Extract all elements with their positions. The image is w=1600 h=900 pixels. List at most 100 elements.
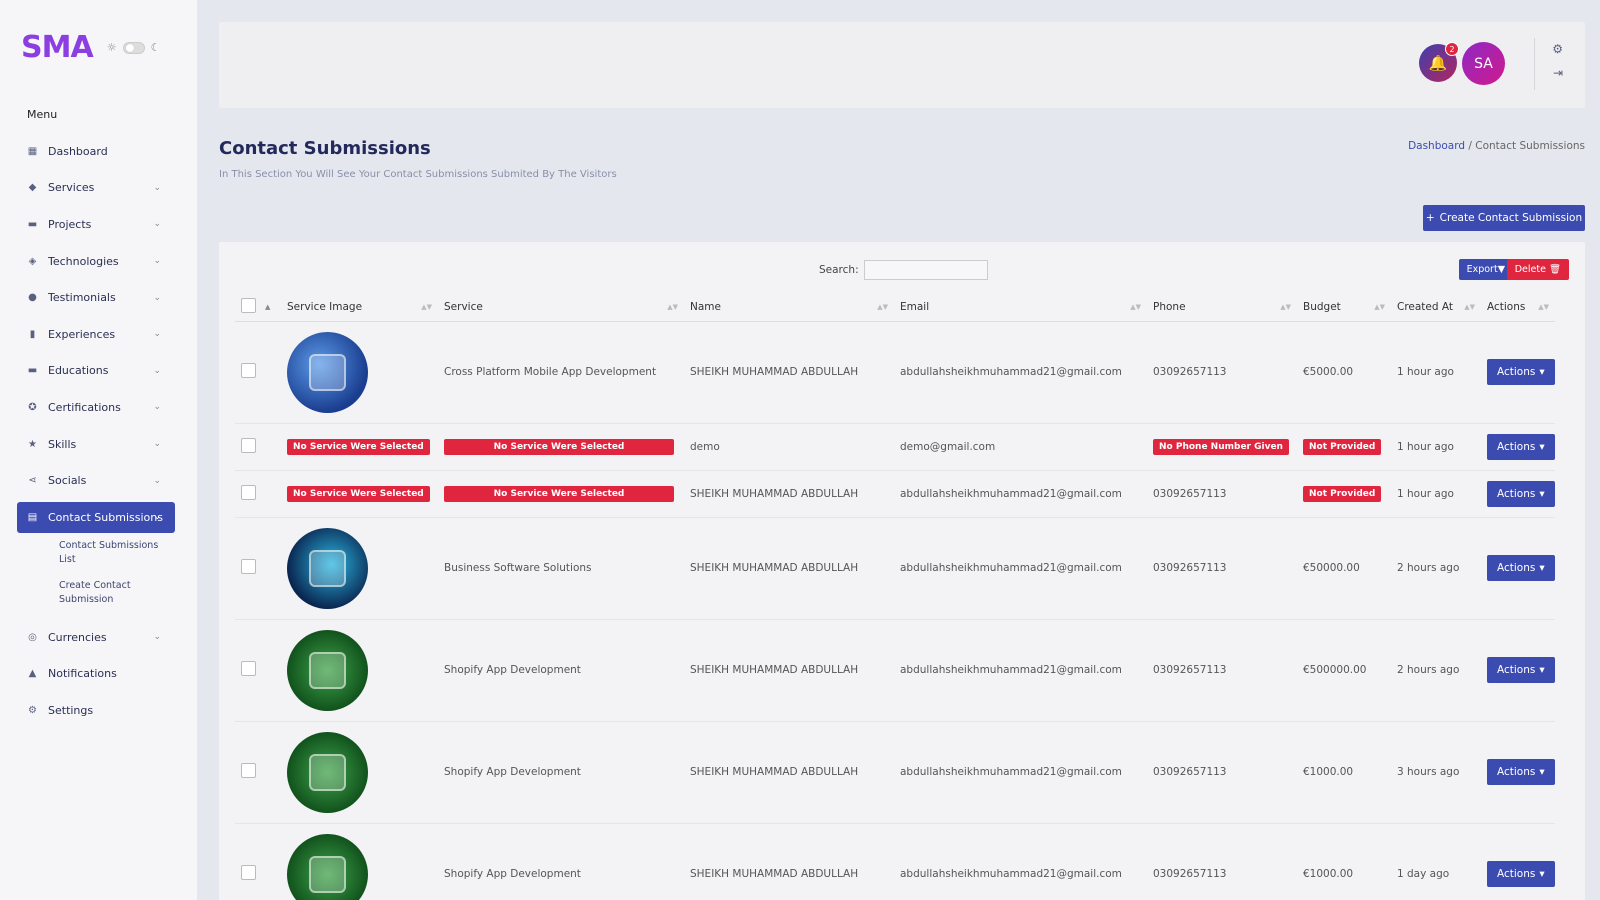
delete-button[interactable]: Delete 🗑 xyxy=(1506,259,1569,280)
column-header-label: Service xyxy=(444,301,483,314)
sidebar-item-experiences[interactable]: ▮ Experiences ⌄ xyxy=(17,316,175,353)
name-cell: SHEIKH MUHAMMAD ABDULLAH xyxy=(684,321,894,424)
column-header-label: Budget xyxy=(1303,301,1341,314)
submitter-name: SHEIKH MUHAMMAD ABDULLAH xyxy=(690,868,859,880)
column-header-phone[interactable]: Phone ▲▼ xyxy=(1147,294,1297,322)
notifications-button[interactable]: 🔔 2 xyxy=(1419,42,1459,82)
caret-down-icon: ▾ xyxy=(1539,868,1545,880)
sidebar-item-label: Certifications xyxy=(48,400,121,414)
sidebar-item-certifications[interactable]: ✪ Certifications ⌄ xyxy=(17,389,175,426)
sidebar-item-contact-submissions[interactable]: ▤ Contact Submissions ⌄ xyxy=(17,501,175,533)
sort-asc-icon: ▲ xyxy=(265,303,271,311)
sidebar-item-technologies[interactable]: ◈ Technologies ⌄ xyxy=(17,243,175,280)
sidebar-item-notifications[interactable]: ▲ Notifications xyxy=(17,656,175,693)
row-checkbox[interactable] xyxy=(241,559,256,574)
email-cell: abdullahsheikhmuhammad21@gmail.com xyxy=(894,321,1147,424)
column-header-name[interactable]: Name ▲▼ xyxy=(684,294,894,322)
sidebar-item-services[interactable]: ◆ Services ⌄ xyxy=(17,170,175,207)
column-header-actions[interactable]: Actions ▲▼ xyxy=(1481,294,1555,322)
create-contact-submission-button[interactable]: + Create Contact Submission xyxy=(1423,205,1585,231)
row-actions-button[interactable]: Actions ▾ xyxy=(1487,555,1555,581)
row-checkbox[interactable] xyxy=(241,865,256,880)
sidebar-item-currencies[interactable]: ◎ Currencies ⌄ xyxy=(17,619,175,656)
service-image-cell: No Service Were Selected xyxy=(281,423,438,471)
export-button[interactable]: Export ▼ xyxy=(1458,259,1513,280)
row-checkbox[interactable] xyxy=(241,763,256,778)
select-all-checkbox[interactable] xyxy=(241,298,256,314)
delete-label: Delete xyxy=(1514,264,1546,275)
settings-gear-icon[interactable]: ⚙ xyxy=(1552,42,1563,56)
row-checkbox[interactable] xyxy=(241,484,256,500)
user-avatar[interactable]: SA xyxy=(1462,42,1505,85)
email-cell: demo@gmail.com xyxy=(894,423,1147,471)
email-cell: abdullahsheikhmuhammad21@gmail.com xyxy=(894,721,1147,824)
inbox-icon: ▤ xyxy=(27,511,38,523)
sidebar-item-skills[interactable]: ★ Skills ⌄ xyxy=(17,426,175,463)
row-actions-button[interactable]: Actions ▾ xyxy=(1487,657,1555,683)
column-header-email[interactable]: Email ▲▼ xyxy=(894,294,1147,322)
sidebar-item-label: Dashboard xyxy=(48,144,108,158)
comment-icon: ● xyxy=(28,292,37,304)
select-all-header: ▲ xyxy=(235,294,281,322)
row-checkbox[interactable] xyxy=(241,661,256,676)
row-actions-button[interactable]: Actions ▾ xyxy=(1487,861,1555,887)
submenu-item-contact-submissions-list[interactable]: Contact Submissions List xyxy=(59,539,159,565)
theme-toggle[interactable] xyxy=(122,41,145,54)
row-checkbox[interactable] xyxy=(241,363,256,378)
row-checkbox[interactable] xyxy=(241,437,256,453)
sidebar-item-testimonials[interactable]: ● Testimonials ⌄ xyxy=(17,279,175,316)
row-actions-button[interactable]: Actions ▾ xyxy=(1487,433,1555,460)
created-at: 1 hour ago xyxy=(1397,366,1454,378)
app-logo[interactable]: SMA xyxy=(21,30,94,65)
created-at: 3 hours ago xyxy=(1397,766,1460,778)
created-at: 1 hour ago xyxy=(1397,487,1454,500)
trash-icon: 🗑 xyxy=(1548,264,1561,275)
submitter-name: SHEIKH MUHAMMAD ABDULLAH xyxy=(690,562,859,574)
no-service-badge: No Service Were Selected xyxy=(287,438,430,455)
budget-cell: €1000.00 xyxy=(1297,721,1391,824)
column-header-label: Email xyxy=(900,301,930,314)
phone-cell: 03092657113 xyxy=(1147,619,1297,722)
sidebar-item-settings[interactable]: ⚙ Settings xyxy=(17,692,175,729)
row-actions-button[interactable]: Actions ▾ xyxy=(1487,480,1555,507)
menu-label: Menu xyxy=(27,108,58,121)
row-actions-button[interactable]: Actions ▾ xyxy=(1487,759,1555,785)
search-input[interactable] xyxy=(863,260,988,280)
sort-icon: ▲▼ xyxy=(1280,303,1291,311)
service-image-graphic xyxy=(309,753,346,791)
name-cell: SHEIKH MUHAMMAD ABDULLAH xyxy=(684,517,894,620)
chevron-down-icon: ⌄ xyxy=(153,256,161,267)
column-header-created-at[interactable]: Created At ▲▼ xyxy=(1391,294,1481,322)
sidebar-item-projects[interactable]: ▬ Projects ⌄ xyxy=(17,206,175,243)
phone-cell: 03092657113 xyxy=(1147,470,1297,518)
column-header-budget[interactable]: Budget ▲▼ xyxy=(1297,294,1391,322)
row-actions-button[interactable]: Actions ▾ xyxy=(1487,359,1555,385)
sidebar-item-label: Notifications xyxy=(48,667,117,681)
submitter-phone: 03092657113 xyxy=(1153,562,1227,574)
bell-icon: 🔔 xyxy=(1428,54,1448,72)
phone-cell: 03092657113 xyxy=(1147,721,1297,824)
sidebar-item-socials[interactable]: ⋖ Socials ⌄ xyxy=(17,462,175,499)
submenu-item-create-contact-submission[interactable]: Create Contact Submission xyxy=(59,579,131,605)
submitter-phone: 03092657113 xyxy=(1153,487,1227,500)
sidebar-item-dashboard[interactable]: ▦ Dashboard xyxy=(17,133,175,170)
no-budget-badge: Not Provided xyxy=(1303,438,1382,455)
top-header: 🔔 2 SA ⚙ ⇥ xyxy=(219,22,1585,108)
star-icon: ★ xyxy=(28,438,37,450)
phone-cell: 03092657113 xyxy=(1147,517,1297,620)
actions-label: Actions xyxy=(1497,487,1536,500)
budget-cell: €1000.00 xyxy=(1297,823,1391,900)
caret-down-icon: ▾ xyxy=(1539,664,1545,676)
breadcrumb-dashboard-link[interactable]: Dashboard xyxy=(1408,140,1466,152)
chevron-down-icon: ⌄ xyxy=(153,439,161,450)
column-header-service[interactable]: Service ▲▼ xyxy=(438,294,684,322)
sidebar-item-label: Settings xyxy=(48,703,94,717)
cube-icon: ◈ xyxy=(28,255,37,267)
column-header-service-image[interactable]: Service Image ▲▼ xyxy=(281,294,438,322)
created-at-cell: 1 hour ago xyxy=(1391,321,1481,424)
actions-label: Actions xyxy=(1497,366,1536,378)
sidebar-item-educations[interactable]: ▬ Educations ⌄ xyxy=(17,353,175,390)
logout-icon[interactable]: ⇥ xyxy=(1552,66,1563,80)
service-name: Shopify App Development xyxy=(444,868,581,880)
caret-down-icon: ▾ xyxy=(1539,766,1545,778)
